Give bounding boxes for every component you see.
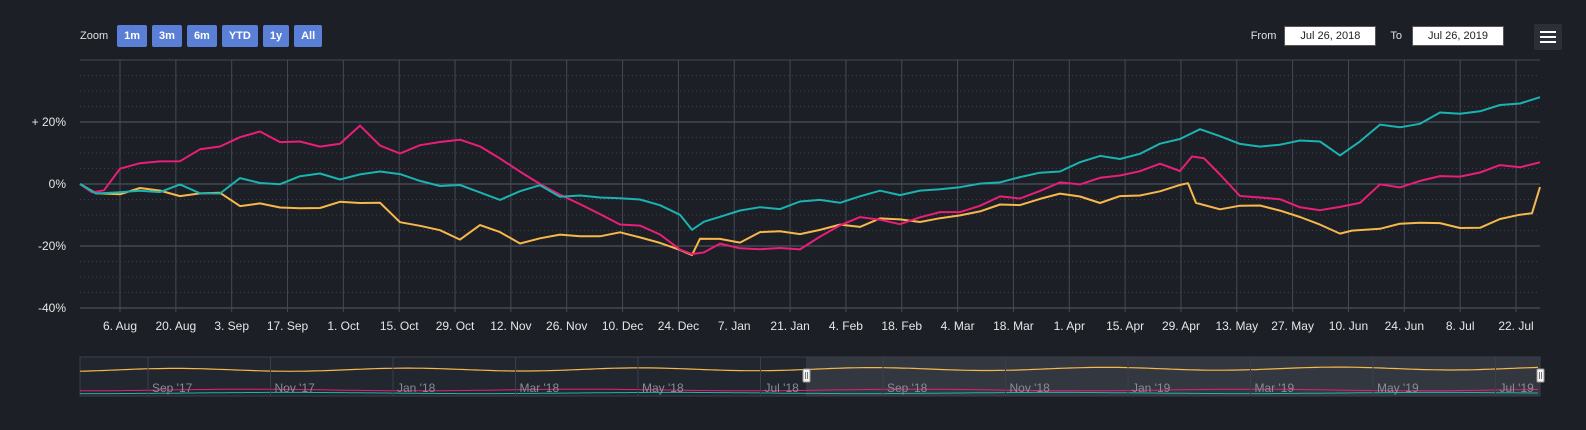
x-tick-label: 1. Apr — [1054, 319, 1085, 333]
series-lines[interactable] — [79, 96, 1541, 257]
zoom-bar: Zoom 1m 3m 6m YTD 1y All — [80, 25, 323, 47]
navigator-right-handle[interactable] — [1536, 368, 1545, 383]
x-tick-label: 17. Sep — [267, 319, 309, 333]
navigator-tick-label: May '19 — [1377, 381, 1419, 395]
zoom-all-button[interactable]: All — [294, 25, 323, 47]
date-range-selector: From To — [1251, 26, 1504, 46]
y-tick-label: -20% — [38, 239, 66, 253]
x-axis: 6. Aug 20. Aug 3. Sep 17. Sep 1. Oct 15. Oct 2… — [103, 319, 1534, 333]
x-tick-label: 3. Sep — [214, 319, 249, 333]
series-line-2[interactable] — [79, 96, 1541, 231]
x-tick-label: 1. Oct — [327, 319, 360, 333]
x-tick-label: 13. May — [1215, 319, 1258, 333]
navigator-tick-label: Jan '19 — [1132, 381, 1171, 395]
x-tick-label: 21. Jan — [770, 319, 809, 333]
hamburger-icon — [1540, 31, 1556, 33]
navigator-tick-label: Jul '18 — [765, 381, 800, 395]
y-tick-label: -40% — [38, 301, 66, 315]
grid — [80, 59, 1540, 312]
y-axis: + 20% 0% -20% -40% — [32, 115, 67, 315]
x-tick-label: 18. Feb — [881, 319, 922, 333]
navigator[interactable]: Sep '17 Nov '17 Jan '18 Mar '18 May '18 Jul '… — [79, 356, 1545, 397]
x-tick-label: 24. Dec — [658, 319, 699, 333]
zoom-3m-button[interactable]: 3m — [152, 25, 182, 47]
chart-menu-button[interactable] — [1534, 24, 1562, 50]
navigator-tick-label: Sep '18 — [887, 381, 928, 395]
x-tick-label: 7. Jan — [718, 319, 751, 333]
series-line-0[interactable] — [79, 182, 1541, 257]
x-tick-label: 15. Apr — [1106, 319, 1144, 333]
series-line-1[interactable] — [79, 124, 1541, 256]
navigator-series-2 — [80, 391, 1538, 395]
x-tick-label: 6. Aug — [103, 319, 137, 333]
x-tick-label: 18. Mar — [993, 319, 1034, 333]
zoom-label: Zoom — [80, 30, 109, 42]
zoom-1m-button[interactable]: 1m — [117, 25, 148, 47]
x-tick-label: 15. Oct — [380, 319, 419, 333]
navigator-tick-label: Jan '18 — [397, 381, 436, 395]
x-tick-label: 20. Aug — [155, 319, 196, 333]
from-date-input[interactable] — [1284, 26, 1377, 46]
navigator-series-1 — [80, 388, 1538, 392]
navigator-tick-label: Mar '18 — [520, 381, 560, 395]
navigator-tick-label: Nov '18 — [1010, 381, 1051, 395]
navigator-tick-label: Mar '19 — [1255, 381, 1295, 395]
x-tick-label: 4. Feb — [829, 319, 863, 333]
to-label: To — [1390, 30, 1402, 42]
zoom-ytd-button[interactable]: YTD — [221, 25, 258, 47]
navigator-tick-label: May '18 — [642, 381, 684, 395]
x-tick-label: 12. Nov — [490, 319, 531, 333]
zoom-6m-button[interactable]: 6m — [186, 25, 217, 47]
x-tick-label: 10. Jun — [1329, 319, 1368, 333]
x-tick-label: 10. Dec — [602, 319, 643, 333]
x-tick-label: 26. Nov — [546, 319, 587, 333]
navigator-tick-label: Sep '17 — [152, 381, 193, 395]
x-tick-label: 27. May — [1271, 319, 1314, 333]
navigator-tick-label: Nov '17 — [275, 381, 316, 395]
x-tick-label: 22. Jul — [1498, 319, 1533, 333]
x-tick-label: 29. Apr — [1162, 319, 1200, 333]
x-tick-label: 8. Jul — [1446, 319, 1475, 333]
y-tick-label: + 20% — [32, 115, 67, 129]
to-date-input[interactable] — [1412, 26, 1504, 46]
from-label: From — [1250, 30, 1277, 42]
x-tick-label: 24. Jun — [1385, 319, 1424, 333]
y-tick-label: 0% — [49, 177, 67, 191]
zoom-1y-button[interactable]: 1y — [262, 25, 290, 47]
x-tick-label: 29. Oct — [436, 319, 475, 333]
navigator-left-handle[interactable] — [802, 368, 811, 383]
navigator-tick-label: Jul '19 — [1500, 381, 1535, 395]
x-tick-label: 4. Mar — [941, 319, 975, 333]
